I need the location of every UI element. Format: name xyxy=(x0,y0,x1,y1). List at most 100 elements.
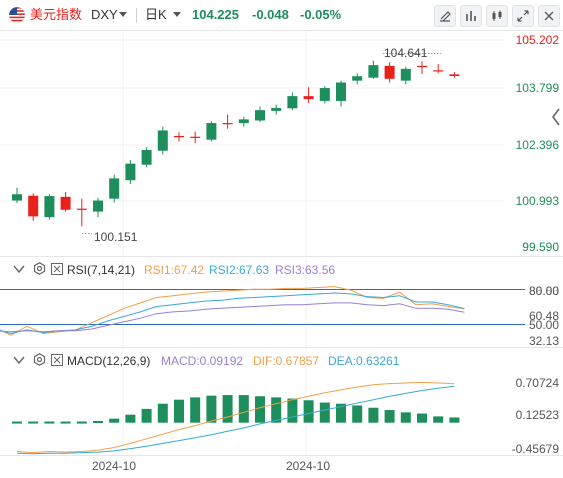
candle xyxy=(352,73,363,85)
collapse-macd-icon[interactable] xyxy=(13,355,25,365)
candle xyxy=(190,131,201,144)
close-macd-icon[interactable] xyxy=(51,354,63,366)
candle xyxy=(157,126,168,155)
high-price-label: 104.641 xyxy=(384,46,428,60)
dea-line xyxy=(16,385,455,455)
dif-line xyxy=(16,381,455,454)
macd-bar xyxy=(190,397,201,423)
candle xyxy=(400,66,411,85)
price-change-percent: -0.05% xyxy=(300,7,342,22)
expand-button[interactable] xyxy=(512,5,534,27)
candle xyxy=(433,64,444,74)
rsi-legend: RSI(7,14,21) RSI1:67.42 RSI2:67.63 RSI3:… xyxy=(0,261,563,279)
candle-body xyxy=(368,65,379,78)
macd-bar xyxy=(93,420,103,423)
macd-histogram xyxy=(12,395,460,424)
candle-body xyxy=(222,123,233,125)
candle xyxy=(336,80,346,107)
last-price: 104.225 xyxy=(192,7,239,22)
dea-value: DEA:0.63261 xyxy=(328,354,400,368)
low-price-label: 100.151 xyxy=(94,230,138,244)
close-button[interactable] xyxy=(538,5,560,27)
close-icon xyxy=(544,11,554,21)
candle-body xyxy=(125,163,136,181)
macd-value: MACD:0.09192 xyxy=(161,354,244,368)
candles-icon xyxy=(492,10,502,21)
chart-header: 美元指数 DXY 日K 104.225 -0.048 -0.05% xyxy=(0,0,563,30)
macd-bar xyxy=(336,403,346,423)
candle xyxy=(449,72,460,78)
candle-body xyxy=(60,196,71,210)
collapse-rsi-icon[interactable] xyxy=(13,264,25,274)
time-label-2: 2024-10 xyxy=(286,459,330,473)
chart-type-icon xyxy=(466,11,476,21)
candle-body xyxy=(384,65,395,79)
candle xyxy=(287,92,298,111)
scroll-right-button[interactable] xyxy=(549,105,563,129)
rsi-series xyxy=(0,286,465,336)
candle xyxy=(319,86,330,104)
candle xyxy=(238,116,249,127)
macd-bar xyxy=(28,421,39,424)
candle-body xyxy=(206,123,217,140)
candle xyxy=(28,193,39,221)
instrument-name[interactable]: 美元指数 xyxy=(30,7,83,22)
macd-bar xyxy=(125,414,136,423)
candle-body xyxy=(255,110,265,121)
settings-macd-icon[interactable] xyxy=(33,353,46,366)
rsi1-value: RSI1:67.42 xyxy=(144,263,205,277)
macd-bar xyxy=(12,421,22,424)
symbol-dropdown-icon[interactable] xyxy=(119,12,127,18)
rsi-tick-50: 50.00 xyxy=(529,318,559,332)
macd-bar xyxy=(384,410,395,423)
candle-body xyxy=(109,178,120,199)
macd-bar xyxy=(319,402,330,423)
candle-body xyxy=(76,208,87,210)
candle xyxy=(417,61,427,75)
macd-indicator-name[interactable]: MACD(12,26,9) xyxy=(67,354,151,368)
candle-body xyxy=(271,107,282,111)
indicator-button[interactable] xyxy=(486,5,508,27)
macd-lines xyxy=(16,381,455,455)
rsi-tick-32: 32.13 xyxy=(529,334,559,348)
macd-tick-2: 0.12523 xyxy=(516,408,560,422)
candle xyxy=(222,114,233,129)
price-tick-2: 103.799 xyxy=(516,81,560,95)
macd-bar xyxy=(287,398,298,423)
rsi-indicator-name[interactable]: RSI(7,14,21) xyxy=(67,263,136,277)
macd-bar xyxy=(368,407,379,423)
rsi-tick-overlap: 88.83 xyxy=(529,284,559,298)
macd-bar xyxy=(303,400,314,423)
rsi-line-2 xyxy=(0,292,465,335)
candle-body xyxy=(28,195,39,217)
macd-bar xyxy=(141,408,152,423)
candle xyxy=(60,192,71,212)
macd-bar xyxy=(255,396,265,423)
draw-tool-button[interactable] xyxy=(434,5,456,27)
macd-bar xyxy=(109,418,120,423)
close-rsi-icon[interactable] xyxy=(51,263,63,275)
chart-type-button[interactable] xyxy=(460,5,482,27)
interval-selector[interactable]: 日K xyxy=(145,7,167,22)
candle-body xyxy=(141,149,152,165)
grid xyxy=(0,31,505,455)
candle-body xyxy=(238,119,249,124)
candle-body xyxy=(417,65,427,68)
candle xyxy=(174,132,184,142)
candlestick-series xyxy=(12,60,460,227)
interval-dropdown-icon[interactable] xyxy=(173,12,181,18)
symbol-code[interactable]: DXY xyxy=(91,7,118,22)
price-tick-5: 99.590 xyxy=(522,240,559,254)
macd-bar xyxy=(222,395,233,423)
price-tick-3: 102.396 xyxy=(516,138,560,152)
macd-tick-3: -0.45679 xyxy=(512,442,560,456)
macd-legend: MACD(12,26,9) MACD:0.09192 DIF:0.67857 D… xyxy=(0,352,563,370)
high-annotation: 104.641 xyxy=(383,46,441,60)
rsi-line-3 xyxy=(0,302,465,333)
us-flag-icon xyxy=(9,7,25,23)
dif-value: DIF:0.67857 xyxy=(253,354,320,368)
candle xyxy=(76,198,87,227)
settings-rsi-icon[interactable] xyxy=(33,262,46,275)
